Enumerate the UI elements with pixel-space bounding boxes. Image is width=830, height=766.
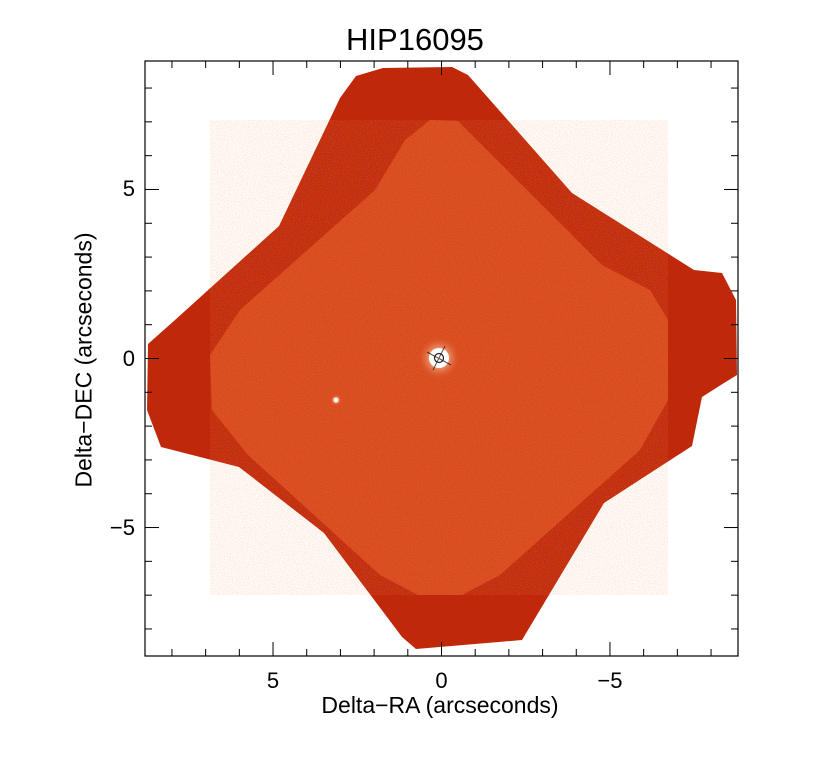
- x-axis-label: Delta−RA (arcseconds): [321, 692, 559, 718]
- x-tick-label: 5: [266, 668, 280, 693]
- y-axis-label: Delta−DEC (arcseconds): [70, 232, 97, 488]
- y-tick-label: 5: [122, 176, 135, 202]
- x-tick-label: 0: [435, 668, 448, 693]
- x-tick-label: −5: [597, 668, 623, 693]
- y-tick-label: 0: [122, 345, 135, 371]
- figure-title: HIP16095: [346, 22, 484, 57]
- y-tick-label: −5: [109, 514, 135, 540]
